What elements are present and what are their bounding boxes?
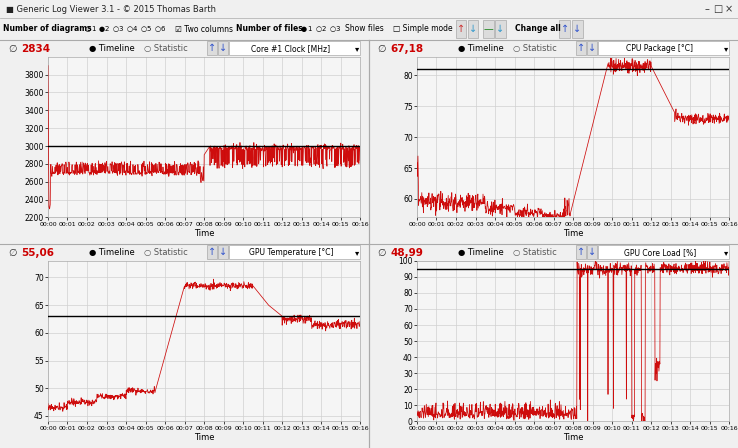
Text: ○: ○ <box>113 26 119 32</box>
Text: □ Simple mode: □ Simple mode <box>393 25 452 34</box>
Text: ○ Statistic: ○ Statistic <box>513 248 556 257</box>
Text: Core #1 Clock [MHz]: Core #1 Clock [MHz] <box>251 44 331 53</box>
Text: 3: 3 <box>335 26 339 32</box>
Text: ↓: ↓ <box>469 24 477 34</box>
Text: Show files: Show files <box>345 25 384 34</box>
X-axis label: Time: Time <box>194 433 214 443</box>
Text: ↓: ↓ <box>218 43 227 53</box>
Text: GPU Core Load [%]: GPU Core Load [%] <box>624 248 696 257</box>
Text: Change all: Change all <box>515 25 561 34</box>
Text: 6: 6 <box>161 26 165 32</box>
Bar <box>218 246 228 259</box>
Text: 4: 4 <box>133 26 137 32</box>
Text: ∅: ∅ <box>377 44 386 54</box>
Bar <box>587 41 597 56</box>
Text: 1: 1 <box>307 26 311 32</box>
Text: ● Timeline: ● Timeline <box>458 44 503 53</box>
Text: ↑: ↑ <box>207 247 216 257</box>
Bar <box>207 246 217 259</box>
Text: CPU Package [°C]: CPU Package [°C] <box>627 44 693 53</box>
Bar <box>576 41 586 56</box>
Text: ↑: ↑ <box>576 43 585 53</box>
Text: —: — <box>483 24 494 34</box>
Text: 3: 3 <box>119 26 123 32</box>
Bar <box>598 41 728 56</box>
Text: GPU Temperature [°C]: GPU Temperature [°C] <box>249 248 333 257</box>
Bar <box>207 41 217 56</box>
Text: ↑: ↑ <box>576 247 585 257</box>
Text: 5: 5 <box>147 26 151 32</box>
Text: ▾: ▾ <box>724 44 728 53</box>
Text: ● Timeline: ● Timeline <box>89 44 134 53</box>
Text: ○ Statistic: ○ Statistic <box>144 44 187 53</box>
Bar <box>229 246 360 259</box>
Text: ↓: ↓ <box>496 24 505 34</box>
Text: ○: ○ <box>85 26 91 32</box>
Text: ○ Statistic: ○ Statistic <box>144 248 187 257</box>
X-axis label: Time: Time <box>563 229 583 238</box>
Text: ■ Generic Log Viewer 3.1 - © 2015 Thomas Barth: ■ Generic Log Viewer 3.1 - © 2015 Thomas… <box>6 5 216 14</box>
Bar <box>468 20 478 38</box>
Text: ↓: ↓ <box>218 247 227 257</box>
Bar <box>456 20 466 38</box>
Text: ○ Statistic: ○ Statistic <box>513 44 556 53</box>
Text: ▾: ▾ <box>724 248 728 257</box>
Text: 48,99: 48,99 <box>390 248 424 258</box>
Text: ∅: ∅ <box>8 44 17 54</box>
Text: ↑: ↑ <box>561 24 569 34</box>
Text: ○: ○ <box>141 26 147 32</box>
Text: ∅: ∅ <box>377 248 386 258</box>
Text: ▾: ▾ <box>355 248 359 257</box>
Bar <box>218 41 228 56</box>
Text: ●: ● <box>301 26 307 32</box>
Bar <box>495 20 506 38</box>
Text: ▾: ▾ <box>355 44 359 53</box>
Text: ↓: ↓ <box>587 247 596 257</box>
Text: ∅: ∅ <box>8 248 17 258</box>
Text: ↑: ↑ <box>457 24 466 34</box>
Text: Number of diagrams: Number of diagrams <box>3 25 92 34</box>
Bar <box>559 20 570 38</box>
X-axis label: Time: Time <box>563 433 583 443</box>
Bar <box>576 246 586 259</box>
Text: Number of files: Number of files <box>236 25 303 34</box>
Text: 67,18: 67,18 <box>390 44 424 54</box>
Text: –: – <box>705 4 709 14</box>
Bar <box>229 41 360 56</box>
Text: □: □ <box>713 4 722 14</box>
Text: ● Timeline: ● Timeline <box>89 248 134 257</box>
Text: 2: 2 <box>105 26 109 32</box>
Text: ↑: ↑ <box>207 43 216 53</box>
Text: ● Timeline: ● Timeline <box>458 248 503 257</box>
Text: 55,06: 55,06 <box>21 248 55 258</box>
Text: ○: ○ <box>329 26 335 32</box>
Bar <box>598 246 728 259</box>
Text: ●: ● <box>99 26 105 32</box>
Text: ↓: ↓ <box>573 24 582 34</box>
Text: 2: 2 <box>321 26 325 32</box>
Text: ○: ○ <box>127 26 133 32</box>
Text: ↓: ↓ <box>587 43 596 53</box>
Text: ○: ○ <box>155 26 161 32</box>
Text: ○: ○ <box>315 26 321 32</box>
Text: 1: 1 <box>91 26 95 32</box>
Bar <box>587 246 597 259</box>
Bar <box>483 20 494 38</box>
Text: ×: × <box>724 4 733 14</box>
Text: 2834: 2834 <box>21 44 50 54</box>
Text: ☑ Two columns: ☑ Two columns <box>175 25 233 34</box>
Bar <box>572 20 583 38</box>
X-axis label: Time: Time <box>194 229 214 238</box>
